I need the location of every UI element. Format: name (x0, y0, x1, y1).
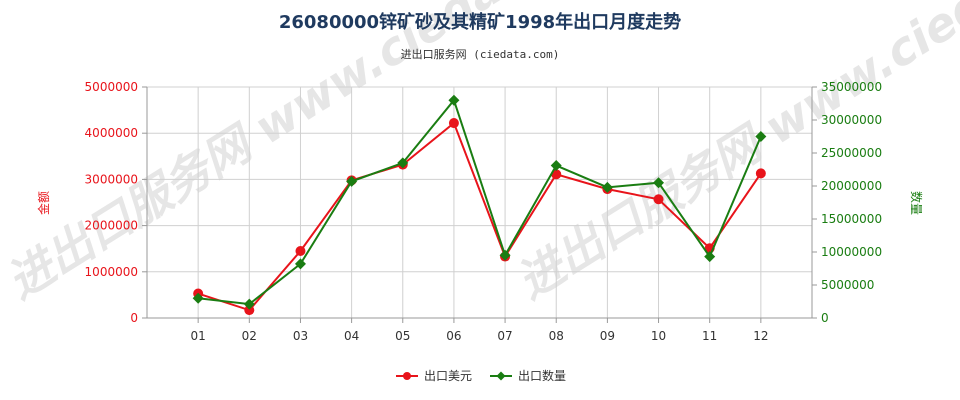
data-point-diamond (346, 175, 358, 187)
data-point-diamond (653, 177, 665, 189)
data-point-diamond (550, 160, 562, 172)
legend-item: 出口美元 (396, 369, 472, 383)
data-point-circle (653, 194, 664, 205)
chart-title: 26080000锌矿砂及其精矿1998年出口月度走势 (279, 11, 681, 33)
right-tick-label: 30000000 (821, 113, 882, 127)
x-tick-label: 04 (344, 329, 359, 343)
data-point-diamond (704, 251, 716, 263)
left-axis-title: 金额 (36, 191, 51, 215)
legend-marker (496, 371, 506, 381)
left-tick-label: 4000000 (85, 126, 138, 140)
data-point-diamond (448, 94, 460, 106)
right-tick-label: 10000000 (821, 245, 882, 259)
legend: 出口美元 出口数量 (396, 368, 566, 383)
x-tick-label: 10 (651, 329, 666, 343)
right-axis-title: 数量 (909, 191, 924, 215)
left-tick-label: 3000000 (85, 172, 138, 186)
x-tick-label: 03 (293, 329, 308, 343)
series-layer (192, 94, 767, 316)
left-axis-ticks: 0 1000000 2000000 3000000 4000000 5000000 (85, 80, 147, 325)
x-tick-label: 01 (191, 329, 206, 343)
legend-marker (403, 372, 411, 380)
x-tick-label: 07 (497, 329, 512, 343)
right-tick-label: 20000000 (821, 179, 882, 193)
x-tick-label: 12 (753, 329, 768, 343)
right-tick-label: 15000000 (821, 212, 882, 226)
x-tick-label: 06 (446, 329, 461, 343)
data-point-circle (448, 118, 459, 129)
data-point-circle (295, 246, 306, 257)
x-tick-label: 05 (395, 329, 410, 343)
x-tick-label: 02 (242, 329, 257, 343)
legend-label: 出口美元 (424, 369, 472, 383)
right-tick-label: 5000000 (821, 278, 874, 292)
right-tick-label: 35000000 (821, 80, 882, 94)
data-point-diamond (243, 298, 255, 310)
left-tick-label: 5000000 (85, 80, 138, 94)
legend-label: 出口数量 (518, 368, 566, 383)
data-point-diamond (601, 181, 613, 193)
data-point-circle (755, 168, 766, 179)
data-point-diamond (397, 157, 409, 169)
left-tick-label: 0 (130, 311, 138, 325)
data-point-diamond (499, 249, 511, 261)
data-point-diamond (755, 131, 767, 142)
right-tick-label: 25000000 (821, 146, 882, 160)
right-tick-label: 0 (821, 311, 829, 325)
x-axis-ticks: 01 02 03 04 05 06 07 08 09 10 11 12 (191, 318, 768, 343)
right-axis-ticks: 0 5000000 10000000 15000000 20000000 25000000… (812, 80, 882, 325)
data-point-diamond (192, 292, 204, 304)
series-2 (192, 94, 767, 310)
chart-subtitle: 进出口服务网 (ciedata.com) (401, 47, 560, 61)
x-tick-label: 08 (549, 329, 564, 343)
axes (146, 87, 813, 319)
gridlines (147, 86, 812, 319)
watermark: 进出口服务网 www.ciedata.com (507, 0, 960, 309)
data-point-circle (244, 305, 255, 316)
legend-item: 出口数量 (490, 368, 566, 383)
x-tick-label: 11 (702, 329, 717, 343)
left-tick-label: 2000000 (85, 219, 138, 233)
series-line (198, 98, 762, 306)
series-line (197, 121, 762, 312)
x-tick-label: 09 (600, 329, 615, 343)
left-tick-label: 1000000 (85, 265, 138, 279)
data-point-diamond (294, 258, 306, 270)
